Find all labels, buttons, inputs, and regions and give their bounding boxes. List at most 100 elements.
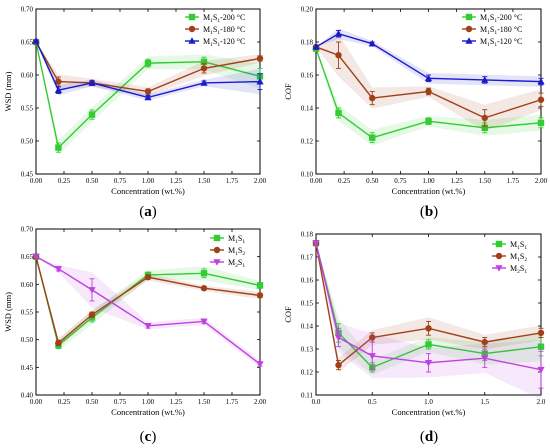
data-point — [256, 282, 264, 289]
series-line — [35, 256, 261, 345]
y-tick-label: 0.10 — [301, 171, 314, 179]
series-line — [315, 46, 542, 119]
y-tick-label: 0.17 — [301, 254, 314, 262]
chart-panel-d: 0.0 0.5 1.0 1.5 2.0 0.11 0.12 0.13 0.14 0.15 0.16 0… — [283, 231, 546, 446]
data-point — [335, 52, 342, 59]
data-point — [424, 360, 433, 367]
y-tick-label: 0.11 — [301, 392, 313, 400]
y-tick-label: 0.12 — [301, 138, 314, 146]
x-tick-label: 1.75 — [507, 177, 520, 185]
data-point — [144, 88, 152, 95]
x-tick-label: 0.00 — [30, 177, 43, 185]
y-tick-label: 0.20 — [301, 6, 314, 14]
y-tick-label: 0.15 — [301, 300, 314, 308]
y-tick-label: 0.50 — [21, 336, 34, 344]
x-tick-label: 0.50 — [86, 177, 99, 185]
y-tick-label: 0.50 — [21, 138, 34, 146]
series-b-2 — [312, 28, 545, 87]
legend-marker — [188, 37, 196, 44]
y-tick-label: 0.45 — [21, 171, 34, 179]
y-tick-label: 0.14 — [301, 105, 314, 113]
series-line — [315, 243, 542, 369]
legend-marker — [495, 252, 503, 260]
legend-marker — [495, 265, 503, 272]
data-point — [425, 325, 432, 332]
y-tick-label: 0.18 — [301, 39, 314, 47]
legend-marker — [465, 37, 473, 44]
series-c-2 — [32, 253, 264, 368]
data-point — [312, 240, 320, 247]
panel-label: (d) — [420, 429, 438, 445]
x-tick-label: 2.0 — [537, 398, 546, 406]
data-point — [256, 77, 264, 85]
data-point — [144, 273, 152, 281]
data-point — [481, 355, 489, 362]
chart-panel-b: 0.00 0.25 0.50 0.75 1.00 1.25 1.50 1.75 2.00 0.10… — [283, 6, 548, 221]
series-line — [315, 32, 542, 83]
legend-label: M1S1-180 °C — [480, 25, 522, 36]
data-point — [88, 287, 96, 294]
x-tick-label: 1.50 — [198, 398, 211, 406]
y-tick-label: 0.14 — [301, 323, 314, 331]
legend-label: M1S2 — [510, 252, 527, 263]
data-point — [256, 361, 264, 368]
series-d-2 — [312, 240, 545, 400]
legend-marker — [465, 25, 473, 33]
data-point — [144, 93, 152, 101]
y-tick-label: 0.16 — [301, 277, 314, 285]
data-point — [481, 114, 488, 122]
x-tick-label: 2.00 — [254, 398, 267, 406]
series-b-1 — [312, 34, 545, 132]
data-point — [334, 29, 343, 37]
error-band — [36, 256, 260, 351]
legend-marker — [495, 240, 503, 248]
legend-label: M1S1-200 °C — [203, 13, 245, 24]
y-tick-label: 0.55 — [21, 105, 34, 113]
legend-marker — [188, 25, 196, 33]
x-axis-label: Concentration (wt.%) — [111, 407, 185, 417]
y-axis-label: WSD (mm) — [3, 71, 13, 111]
series-line — [35, 40, 261, 99]
x-tick-label: 1.25 — [451, 177, 464, 185]
legend-label: M1S1 — [510, 240, 527, 251]
data-point — [334, 334, 343, 342]
y-tick-label: 0.60 — [21, 281, 34, 289]
x-tick-label: 1.25 — [170, 398, 183, 406]
series-line — [315, 243, 542, 367]
x-tick-label: 1.5 — [480, 398, 489, 406]
series-a-2 — [32, 36, 264, 101]
data-point — [369, 134, 376, 141]
y-tick-label: 0.18 — [301, 231, 314, 239]
data-point — [425, 118, 432, 125]
legend-label: M1S1-180 °C — [203, 25, 245, 36]
data-point — [537, 343, 545, 350]
data-point — [369, 94, 376, 102]
series-line — [35, 41, 261, 93]
data-point — [256, 292, 264, 299]
data-point — [537, 329, 545, 337]
data-point — [368, 39, 376, 47]
y-tick-label: 0.45 — [21, 364, 34, 372]
legend-marker — [213, 259, 221, 266]
legend-marker — [465, 13, 473, 21]
data-point — [335, 109, 342, 117]
data-point — [537, 96, 545, 103]
x-axis-label: Concentration (wt.%) — [111, 186, 185, 196]
data-point — [481, 124, 488, 131]
x-tick-label: 1.00 — [142, 177, 155, 185]
legend-marker — [213, 246, 221, 254]
data-point — [368, 353, 376, 360]
data-point — [369, 334, 376, 341]
x-tick-label: 0.0 — [312, 398, 321, 406]
y-tick-label: 0.16 — [301, 72, 314, 80]
legend-label: M1S1-120 °C — [480, 37, 522, 48]
data-point — [55, 144, 62, 151]
data-point — [200, 270, 208, 277]
data-point — [424, 74, 433, 82]
x-tick-label: 0.75 — [394, 177, 407, 185]
data-point — [55, 339, 62, 347]
